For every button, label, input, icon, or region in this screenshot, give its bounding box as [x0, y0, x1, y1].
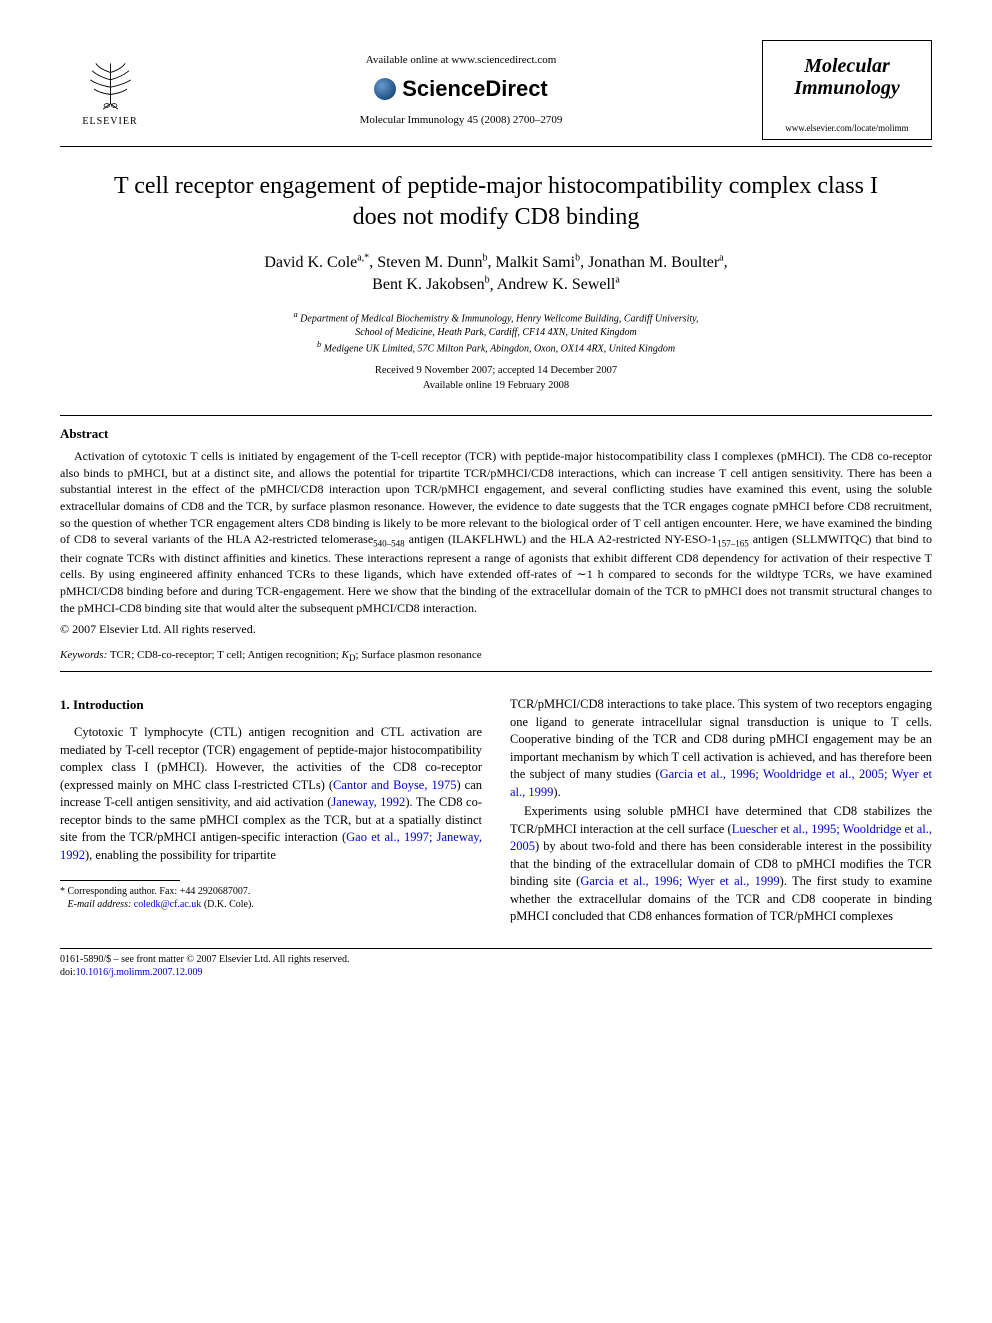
author: David K. Colea,*	[264, 254, 369, 271]
author: Bent K. Jakobsenb	[372, 276, 489, 293]
abstract-body: Activation of cytotoxic T cells is initi…	[60, 448, 932, 616]
abstract-copyright: © 2007 Elsevier Ltd. All rights reserved…	[60, 622, 932, 637]
author: Jonathan M. Boultera	[588, 254, 724, 271]
section-1-heading: 1. Introduction	[60, 696, 482, 714]
ref-link[interactable]: Gao et al., 1997; Janeway, 1992	[60, 830, 482, 862]
footer-rule	[60, 948, 932, 949]
ref-link[interactable]: Luescher et al., 1995; Wooldridge et al.…	[510, 822, 932, 854]
intro-paragraph-2: Experiments using soluble pMHCI have det…	[510, 803, 932, 926]
ref-link[interactable]: Garcia et al., 1996; Wyer et al., 1999	[580, 874, 779, 888]
footer-doi: doi:10.1016/j.molimm.2007.12.009	[60, 966, 932, 979]
corresponding-fax: * Corresponding author. Fax: +44 2920687…	[60, 885, 482, 898]
author-list: David K. Colea,*, Steven M. Dunnb, Malki…	[60, 251, 932, 296]
affiliation-a: a Department of Medical Biochemistry & I…	[60, 309, 932, 339]
keywords-line: Keywords: TCR; CD8-co-receptor; T cell; …	[60, 649, 932, 663]
ref-link[interactable]: Garcia et al., 1996; Wooldridge et al., …	[510, 767, 932, 799]
keywords-divider	[60, 671, 932, 672]
keywords-list: TCR; CD8-co-receptor; T cell; Antigen re…	[110, 649, 482, 661]
ref-link[interactable]: Cantor and Boyse, 1975	[333, 778, 456, 792]
ref-link[interactable]: Janeway, 1992	[331, 795, 405, 809]
elsevier-logo-block: ELSEVIER	[60, 54, 160, 127]
journal-logo-block: Molecular Immunology www.elsevier.com/lo…	[762, 40, 932, 140]
footnote-rule	[60, 880, 180, 881]
elsevier-label: ELSEVIER	[82, 116, 137, 127]
sciencedirect-orb-icon	[374, 78, 396, 100]
right-column: TCR/pMHCI/CD8 interactions to take place…	[510, 696, 932, 928]
corresponding-author-footnote: * Corresponding author. Fax: +44 2920687…	[60, 885, 482, 911]
header-divider	[60, 146, 932, 147]
received-accepted-date: Received 9 November 2007; accepted 14 De…	[60, 364, 932, 379]
footer-text: 0161-5890/$ – see front matter © 2007 El…	[60, 953, 932, 979]
email-link[interactable]: coledk@cf.ac.uk	[134, 899, 202, 910]
abstract-heading: Abstract	[60, 426, 932, 442]
body-columns: 1. Introduction Cytotoxic T lymphocyte (…	[60, 696, 932, 928]
available-online-text: Available online at www.sciencedirect.co…	[366, 54, 557, 66]
journal-url: www.elsevier.com/locate/molimm	[769, 123, 925, 133]
keywords-label: Keywords:	[60, 649, 107, 661]
available-online-date: Available online 19 February 2008	[60, 379, 932, 394]
author: Malkit Samib	[496, 254, 581, 271]
author: Steven M. Dunnb	[377, 254, 487, 271]
article-dates: Received 9 November 2007; accepted 14 De…	[60, 364, 932, 393]
footer-front-matter: 0161-5890/$ – see front matter © 2007 El…	[60, 953, 932, 966]
abstract-top-divider	[60, 415, 932, 416]
author: Andrew K. Sewella	[497, 276, 620, 293]
intro-paragraph-1: Cytotoxic T lymphocyte (CTL) antigen rec…	[60, 724, 482, 864]
citation-line: Molecular Immunology 45 (2008) 2700–2709	[360, 114, 563, 126]
doi-link[interactable]: 10.1016/j.molimm.2007.12.009	[76, 967, 203, 978]
affiliations: a Department of Medical Biochemistry & I…	[60, 309, 932, 356]
intro-paragraph-1-cont: TCR/pMHCI/CD8 interactions to take place…	[510, 696, 932, 801]
sciencedirect-text: ScienceDirect	[402, 76, 548, 102]
journal-title: Molecular Immunology	[769, 55, 925, 99]
article-title: T cell receptor engagement of peptide-ma…	[60, 171, 932, 233]
center-header: Available online at www.sciencedirect.co…	[160, 54, 762, 126]
affiliation-b: b Medigene UK Limited, 57C Milton Park, …	[60, 339, 932, 356]
left-column: 1. Introduction Cytotoxic T lymphocyte (…	[60, 696, 482, 928]
article-page: ELSEVIER Available online at www.science…	[0, 0, 992, 1029]
corresponding-email: E-mail address: coledk@cf.ac.uk (D.K. Co…	[60, 898, 482, 911]
journal-header: ELSEVIER Available online at www.science…	[60, 40, 932, 140]
sciencedirect-logo: ScienceDirect	[374, 76, 548, 102]
elsevier-tree-icon	[80, 54, 140, 114]
